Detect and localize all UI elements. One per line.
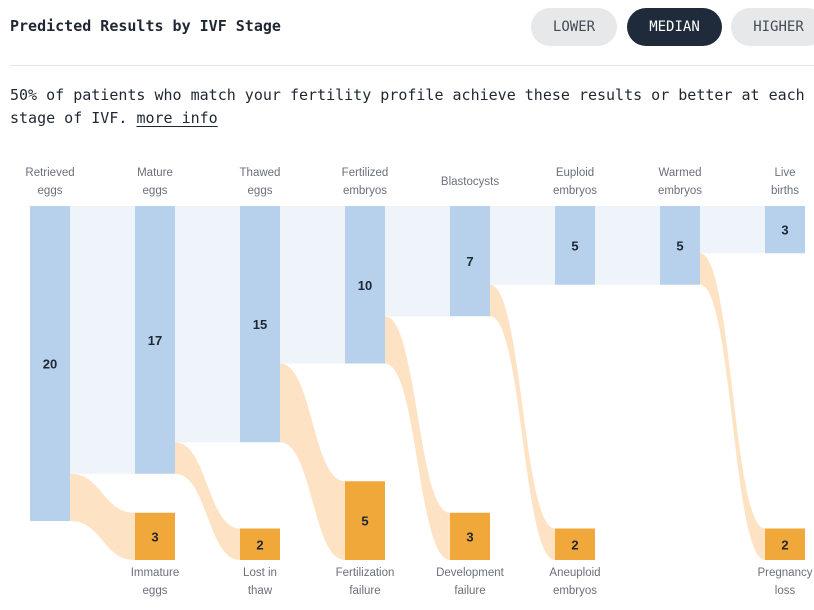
flow-band	[280, 206, 345, 364]
loss-bar	[345, 481, 385, 560]
loss-category-label: Pregnancy loss	[758, 567, 813, 597]
loss-category-label: Fertilization failure	[336, 567, 395, 597]
flow-band	[175, 206, 240, 443]
loss-flow	[490, 284, 555, 560]
stage-value-label: 7	[466, 254, 473, 269]
loss-flow	[700, 253, 765, 560]
stage-bar	[765, 206, 805, 254]
flow-band	[490, 206, 555, 285]
loss-bar	[450, 512, 490, 560]
description-line-1: 50% of patients who match your fertility…	[10, 86, 805, 104]
stage-bar	[660, 206, 700, 285]
loss-value-label: 2	[256, 537, 263, 552]
stage-value-label: 17	[148, 333, 162, 348]
stage-bar	[135, 206, 175, 474]
median-toggle-button[interactable]: MEDIAN	[627, 8, 722, 46]
loss-flow	[280, 363, 345, 560]
loss-value-label: 3	[151, 529, 158, 544]
loss-value-label: 2	[571, 537, 578, 552]
loss-bar	[135, 512, 175, 560]
stage-value-label: 15	[253, 317, 267, 332]
lower-toggle-button[interactable]: LOWER	[531, 8, 617, 46]
stage-value-label: 3	[781, 223, 788, 238]
loss-flow	[175, 442, 240, 560]
loss-value-label: 5	[361, 514, 368, 529]
loss-bar	[240, 528, 280, 560]
stage-value-label: 5	[571, 238, 578, 253]
loss-bar	[555, 528, 595, 560]
stage-category-label: Warmed embryos	[658, 167, 702, 197]
loss-value-label: 2	[781, 537, 788, 552]
stage-bar	[30, 206, 70, 521]
loss-category-label: Aneuploid embryos	[549, 567, 600, 597]
stage-category-label: Fertilized embryos	[342, 167, 389, 197]
stage-category-label: Euploid embryos	[553, 167, 597, 197]
header-divider	[10, 65, 814, 66]
more-info-link[interactable]: more info	[136, 109, 218, 127]
flow-band	[700, 206, 765, 254]
stage-category-label: Mature eggs	[137, 167, 173, 197]
stage-category-label: Retrieved eggs	[25, 167, 74, 197]
stage-bar	[450, 206, 490, 317]
flow-band	[595, 206, 660, 285]
header: Predicted Results by IVF Stage LOWER MED…	[0, 0, 814, 66]
stage-value-label: 5	[676, 238, 683, 253]
stage-bar	[240, 206, 280, 443]
flow-band	[70, 206, 135, 474]
description-line-2: stage of IVF.	[10, 109, 137, 127]
stage-value-label: 20	[43, 357, 57, 372]
loss-value-label: 3	[466, 529, 473, 544]
stage-category-label: Blastocysts	[441, 176, 499, 188]
description: 50% of patients who match your fertility…	[10, 84, 814, 130]
higher-toggle-button[interactable]: HIGHER	[731, 8, 814, 46]
stage-bar	[555, 206, 595, 285]
stage-bar	[345, 206, 385, 364]
loss-flow	[385, 316, 450, 560]
loss-category-label: Immature eggs	[131, 567, 180, 597]
stage-category-label: Thawed eggs	[240, 167, 281, 197]
stage-value-label: 10	[358, 278, 372, 293]
loss-category-label: Development failure	[436, 567, 505, 597]
flow-band	[385, 206, 450, 317]
page-title: Predicted Results by IVF Stage	[10, 17, 281, 35]
loss-flow	[70, 473, 135, 560]
stage-category-label: Live births	[771, 167, 799, 197]
loss-bar	[765, 528, 805, 560]
loss-category-label: Lost in thaw	[243, 567, 277, 597]
